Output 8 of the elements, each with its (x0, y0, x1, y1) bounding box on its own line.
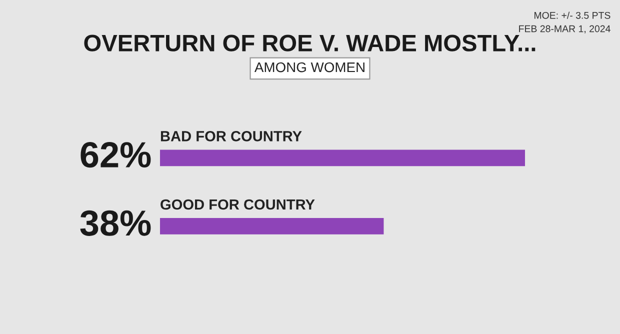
text: FEB 28-MAR 1, 2024 (519, 25, 610, 34)
chart-title: OVERTURN OF ROE V. WADE MOSTLY... (84, 34, 536, 52)
data-label: 62% (80, 142, 151, 168)
y-tick-label: GOOD FOR COUNTRY (160, 199, 315, 210)
data-label: 38% (80, 210, 151, 236)
y-tick-label: BAD FOR COUNTRY (160, 131, 302, 142)
text: MOE: +/- 3.5 PTS (534, 12, 610, 19)
chart-subtitle: AMONG WOMEN (254, 62, 364, 72)
